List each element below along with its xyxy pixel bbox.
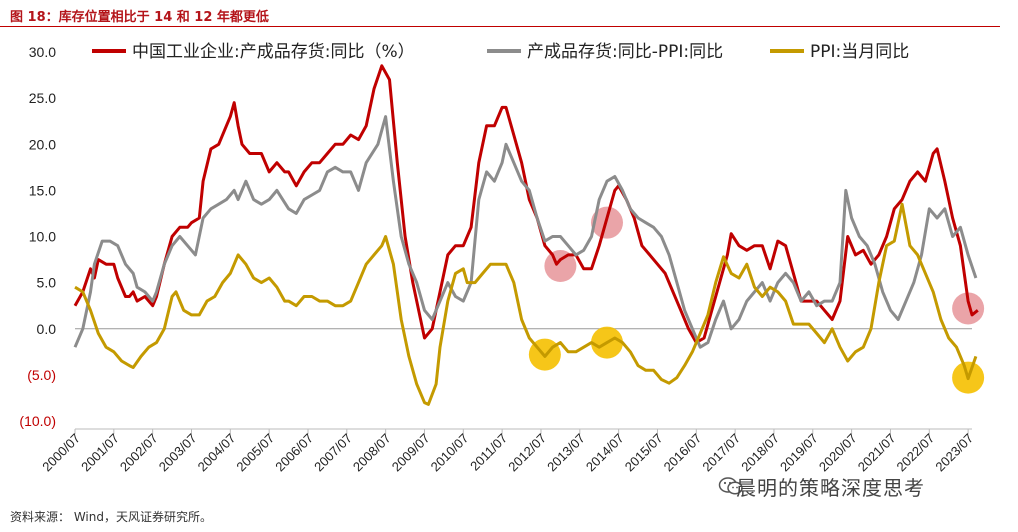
x-tick-label: 2021/07 [855,431,899,475]
x-tick-label: 2005/07 [233,431,277,475]
series-line-1 [73,64,979,345]
x-tick-label: 2004/07 [195,431,239,475]
chart-legend: 中国工业企业:产成品存货:同比（%） 产成品存货:同比-PPI:同比 PPI:当月同… [92,42,909,62]
x-tick-label: 2020/07 [816,431,860,475]
legend-label: 产成品存货:同比-PPI:同比 [527,42,723,62]
x-tick-label: 2002/07 [117,431,161,475]
y-tick-label: 20.0 [29,136,56,152]
legend-label: 中国工业企业:产成品存货:同比（%） [132,42,415,62]
x-tick-label: 2006/07 [272,431,316,475]
y-tick-label: 15.0 [29,182,56,198]
x-tick-label: 2015/07 [622,431,666,475]
x-tick-label: 2003/07 [156,431,200,475]
x-tick-label: 2001/07 [78,431,122,475]
x-tick-label: 2011/07 [467,431,510,474]
series-lines [73,64,979,406]
x-tick-label: 2010/07 [428,431,472,475]
figure-title: 图 18：库存位置相比于 14 和 12 年都更低 [10,10,269,25]
x-tick-label: 2016/07 [661,431,705,475]
wechat-icon [718,477,743,495]
y-tick-label: (5.0) [27,367,56,383]
highlight-markers [528,206,985,394]
x-tick-label: 2014/07 [583,431,627,475]
x-tick-label: 2017/07 [699,431,743,475]
y-tick-label: (10.0) [19,413,56,429]
y-tick-label: 5.0 [37,275,57,291]
line-chart: 30.0 25.0 20.0 15.0 10.0 5.0 0.0 (5.0) (10.0) 20… [19,42,985,475]
title-divider [0,26,1000,27]
y-tick-label: 10.0 [29,229,56,245]
y-tick-label: 25.0 [29,90,56,106]
legend-label: PPI:当月同比 [810,42,909,62]
x-tick-label: 2023/07 [932,431,976,475]
y-tick-label: 30.0 [29,44,56,60]
watermark: 晨明的策略深度思考 [736,476,925,500]
y-axis: 30.0 25.0 20.0 15.0 10.0 5.0 0.0 (5.0) (10.0) [19,44,972,429]
y-tick-label: 0.0 [37,321,57,337]
highlight-marker [952,292,985,325]
x-tick-label: 2019/07 [777,431,821,475]
x-tick-label: 2013/07 [544,431,588,475]
series-line-3 [74,202,978,406]
x-tick-label: 2022/07 [894,431,938,475]
x-tick-label: 2009/07 [389,431,433,475]
x-tick-label: 2018/07 [738,431,782,475]
series-line-2 [73,115,978,349]
x-axis: 2000/072001/072002/072003/072004/072005/… [39,428,976,475]
x-tick-label: 2012/07 [505,431,549,475]
x-tick-label: 2008/07 [350,431,394,475]
source-note: 资料来源： Wind，天风证券研究所。 [10,510,212,524]
x-tick-label: 2000/07 [39,431,83,475]
x-tick-label: 2007/07 [311,431,355,475]
